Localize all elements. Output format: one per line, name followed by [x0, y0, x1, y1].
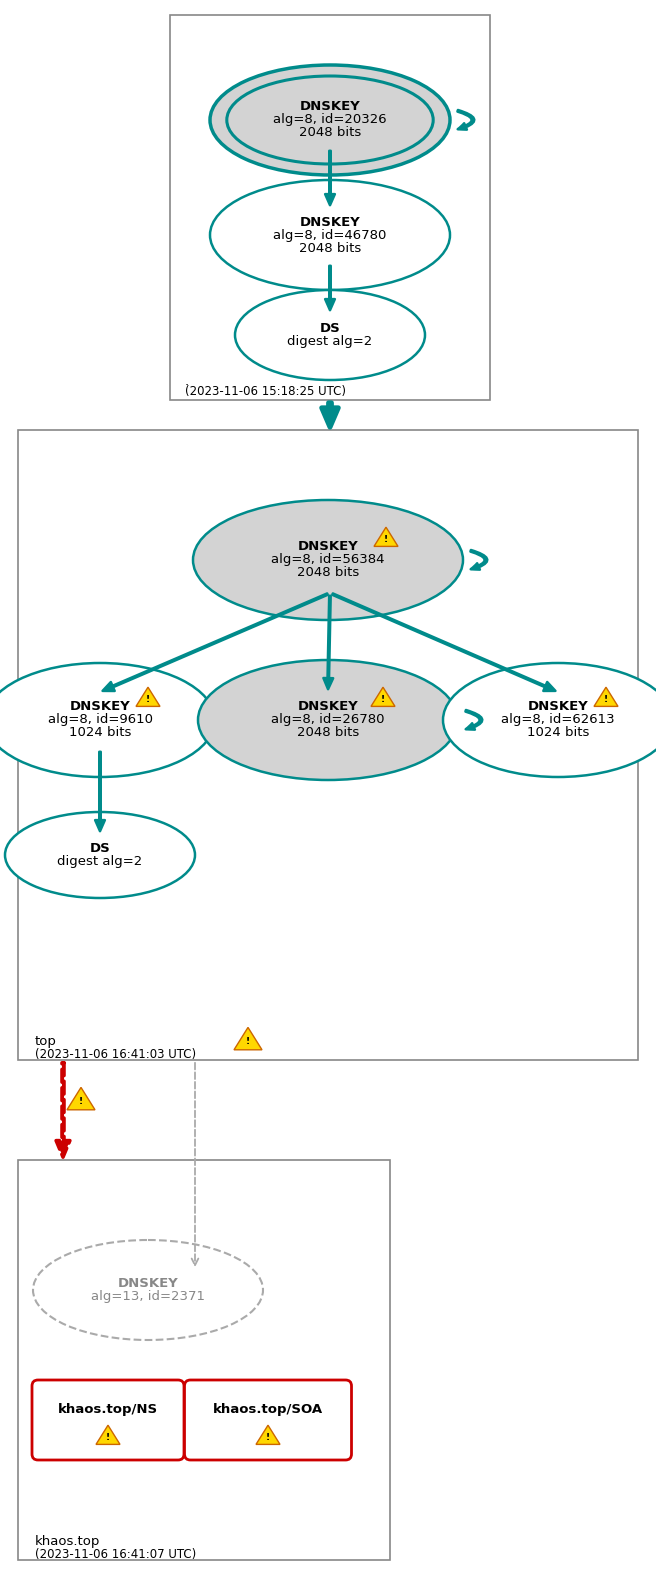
Text: !: !: [381, 694, 385, 704]
FancyBboxPatch shape: [32, 1380, 184, 1460]
FancyArrowPatch shape: [56, 1063, 70, 1157]
Polygon shape: [256, 1425, 280, 1444]
FancyArrowPatch shape: [325, 266, 335, 310]
Bar: [170, 14, 490, 400]
Text: !: !: [384, 535, 388, 544]
Text: !: !: [146, 694, 150, 704]
Text: 1024 bits: 1024 bits: [527, 726, 589, 740]
Polygon shape: [67, 1087, 95, 1110]
Polygon shape: [371, 688, 395, 707]
Text: !: !: [106, 1433, 110, 1442]
Polygon shape: [96, 1425, 120, 1444]
Text: 2048 bits: 2048 bits: [299, 242, 361, 255]
Text: (2023-11-06 16:41:03 UTC): (2023-11-06 16:41:03 UTC): [35, 1048, 196, 1060]
Text: 2048 bits: 2048 bits: [297, 567, 359, 579]
Text: DNSKEY: DNSKEY: [298, 700, 358, 713]
FancyArrowPatch shape: [95, 751, 105, 831]
Text: digest alg=2: digest alg=2: [287, 334, 373, 349]
Polygon shape: [136, 688, 160, 707]
Text: 1024 bits: 1024 bits: [69, 726, 131, 740]
Text: khaos.top/SOA: khaos.top/SOA: [213, 1404, 323, 1417]
Text: 2048 bits: 2048 bits: [299, 126, 361, 140]
Ellipse shape: [210, 180, 450, 290]
Text: alg=13, id=2371: alg=13, id=2371: [91, 1290, 205, 1302]
Text: alg=8, id=26780: alg=8, id=26780: [271, 713, 385, 726]
Text: DNSKEY: DNSKEY: [117, 1277, 178, 1290]
Text: alg=8, id=46780: alg=8, id=46780: [274, 229, 386, 242]
FancyArrowPatch shape: [323, 595, 333, 689]
Text: 2048 bits: 2048 bits: [297, 726, 359, 740]
Text: top: top: [35, 1035, 57, 1048]
Text: alg=8, id=9610: alg=8, id=9610: [47, 713, 152, 726]
FancyArrowPatch shape: [465, 710, 482, 729]
Text: khaos.top/NS: khaos.top/NS: [58, 1404, 158, 1417]
FancyBboxPatch shape: [184, 1380, 352, 1460]
Text: DNSKEY: DNSKEY: [527, 700, 588, 713]
Text: !: !: [604, 694, 608, 704]
Ellipse shape: [0, 662, 215, 777]
Text: !: !: [246, 1036, 250, 1046]
Ellipse shape: [193, 500, 463, 619]
Ellipse shape: [5, 812, 195, 898]
FancyArrowPatch shape: [332, 594, 556, 691]
Bar: [18, 1161, 390, 1560]
Text: DNSKEY: DNSKEY: [300, 100, 360, 113]
Text: (2023-11-06 15:18:25 UTC): (2023-11-06 15:18:25 UTC): [185, 385, 346, 398]
Polygon shape: [374, 527, 398, 546]
FancyArrowPatch shape: [457, 110, 474, 129]
Ellipse shape: [235, 290, 425, 380]
FancyArrowPatch shape: [470, 549, 487, 570]
Polygon shape: [594, 688, 618, 707]
Ellipse shape: [210, 65, 450, 175]
Text: DNSKEY: DNSKEY: [300, 215, 360, 229]
Ellipse shape: [443, 662, 656, 777]
Text: alg=8, id=56384: alg=8, id=56384: [271, 554, 385, 567]
Text: DS: DS: [90, 842, 110, 855]
Text: !: !: [79, 1097, 83, 1106]
Text: !: !: [266, 1433, 270, 1442]
FancyArrowPatch shape: [102, 594, 328, 691]
Text: (2023-11-06 16:41:07 UTC): (2023-11-06 16:41:07 UTC): [35, 1547, 196, 1562]
Polygon shape: [234, 1027, 262, 1049]
Text: alg=8, id=62613: alg=8, id=62613: [501, 713, 615, 726]
Text: alg=8, id=20326: alg=8, id=20326: [273, 113, 387, 126]
FancyArrowPatch shape: [321, 403, 338, 427]
Text: .: .: [185, 376, 189, 388]
Ellipse shape: [33, 1240, 263, 1340]
Text: digest alg=2: digest alg=2: [57, 855, 142, 868]
Text: DS: DS: [319, 322, 340, 334]
Text: khaos.top: khaos.top: [35, 1535, 100, 1547]
Text: DNSKEY: DNSKEY: [298, 541, 358, 554]
Bar: [18, 430, 638, 1060]
Ellipse shape: [198, 661, 458, 780]
FancyArrowPatch shape: [325, 151, 335, 205]
Text: DNSKEY: DNSKEY: [70, 700, 131, 713]
